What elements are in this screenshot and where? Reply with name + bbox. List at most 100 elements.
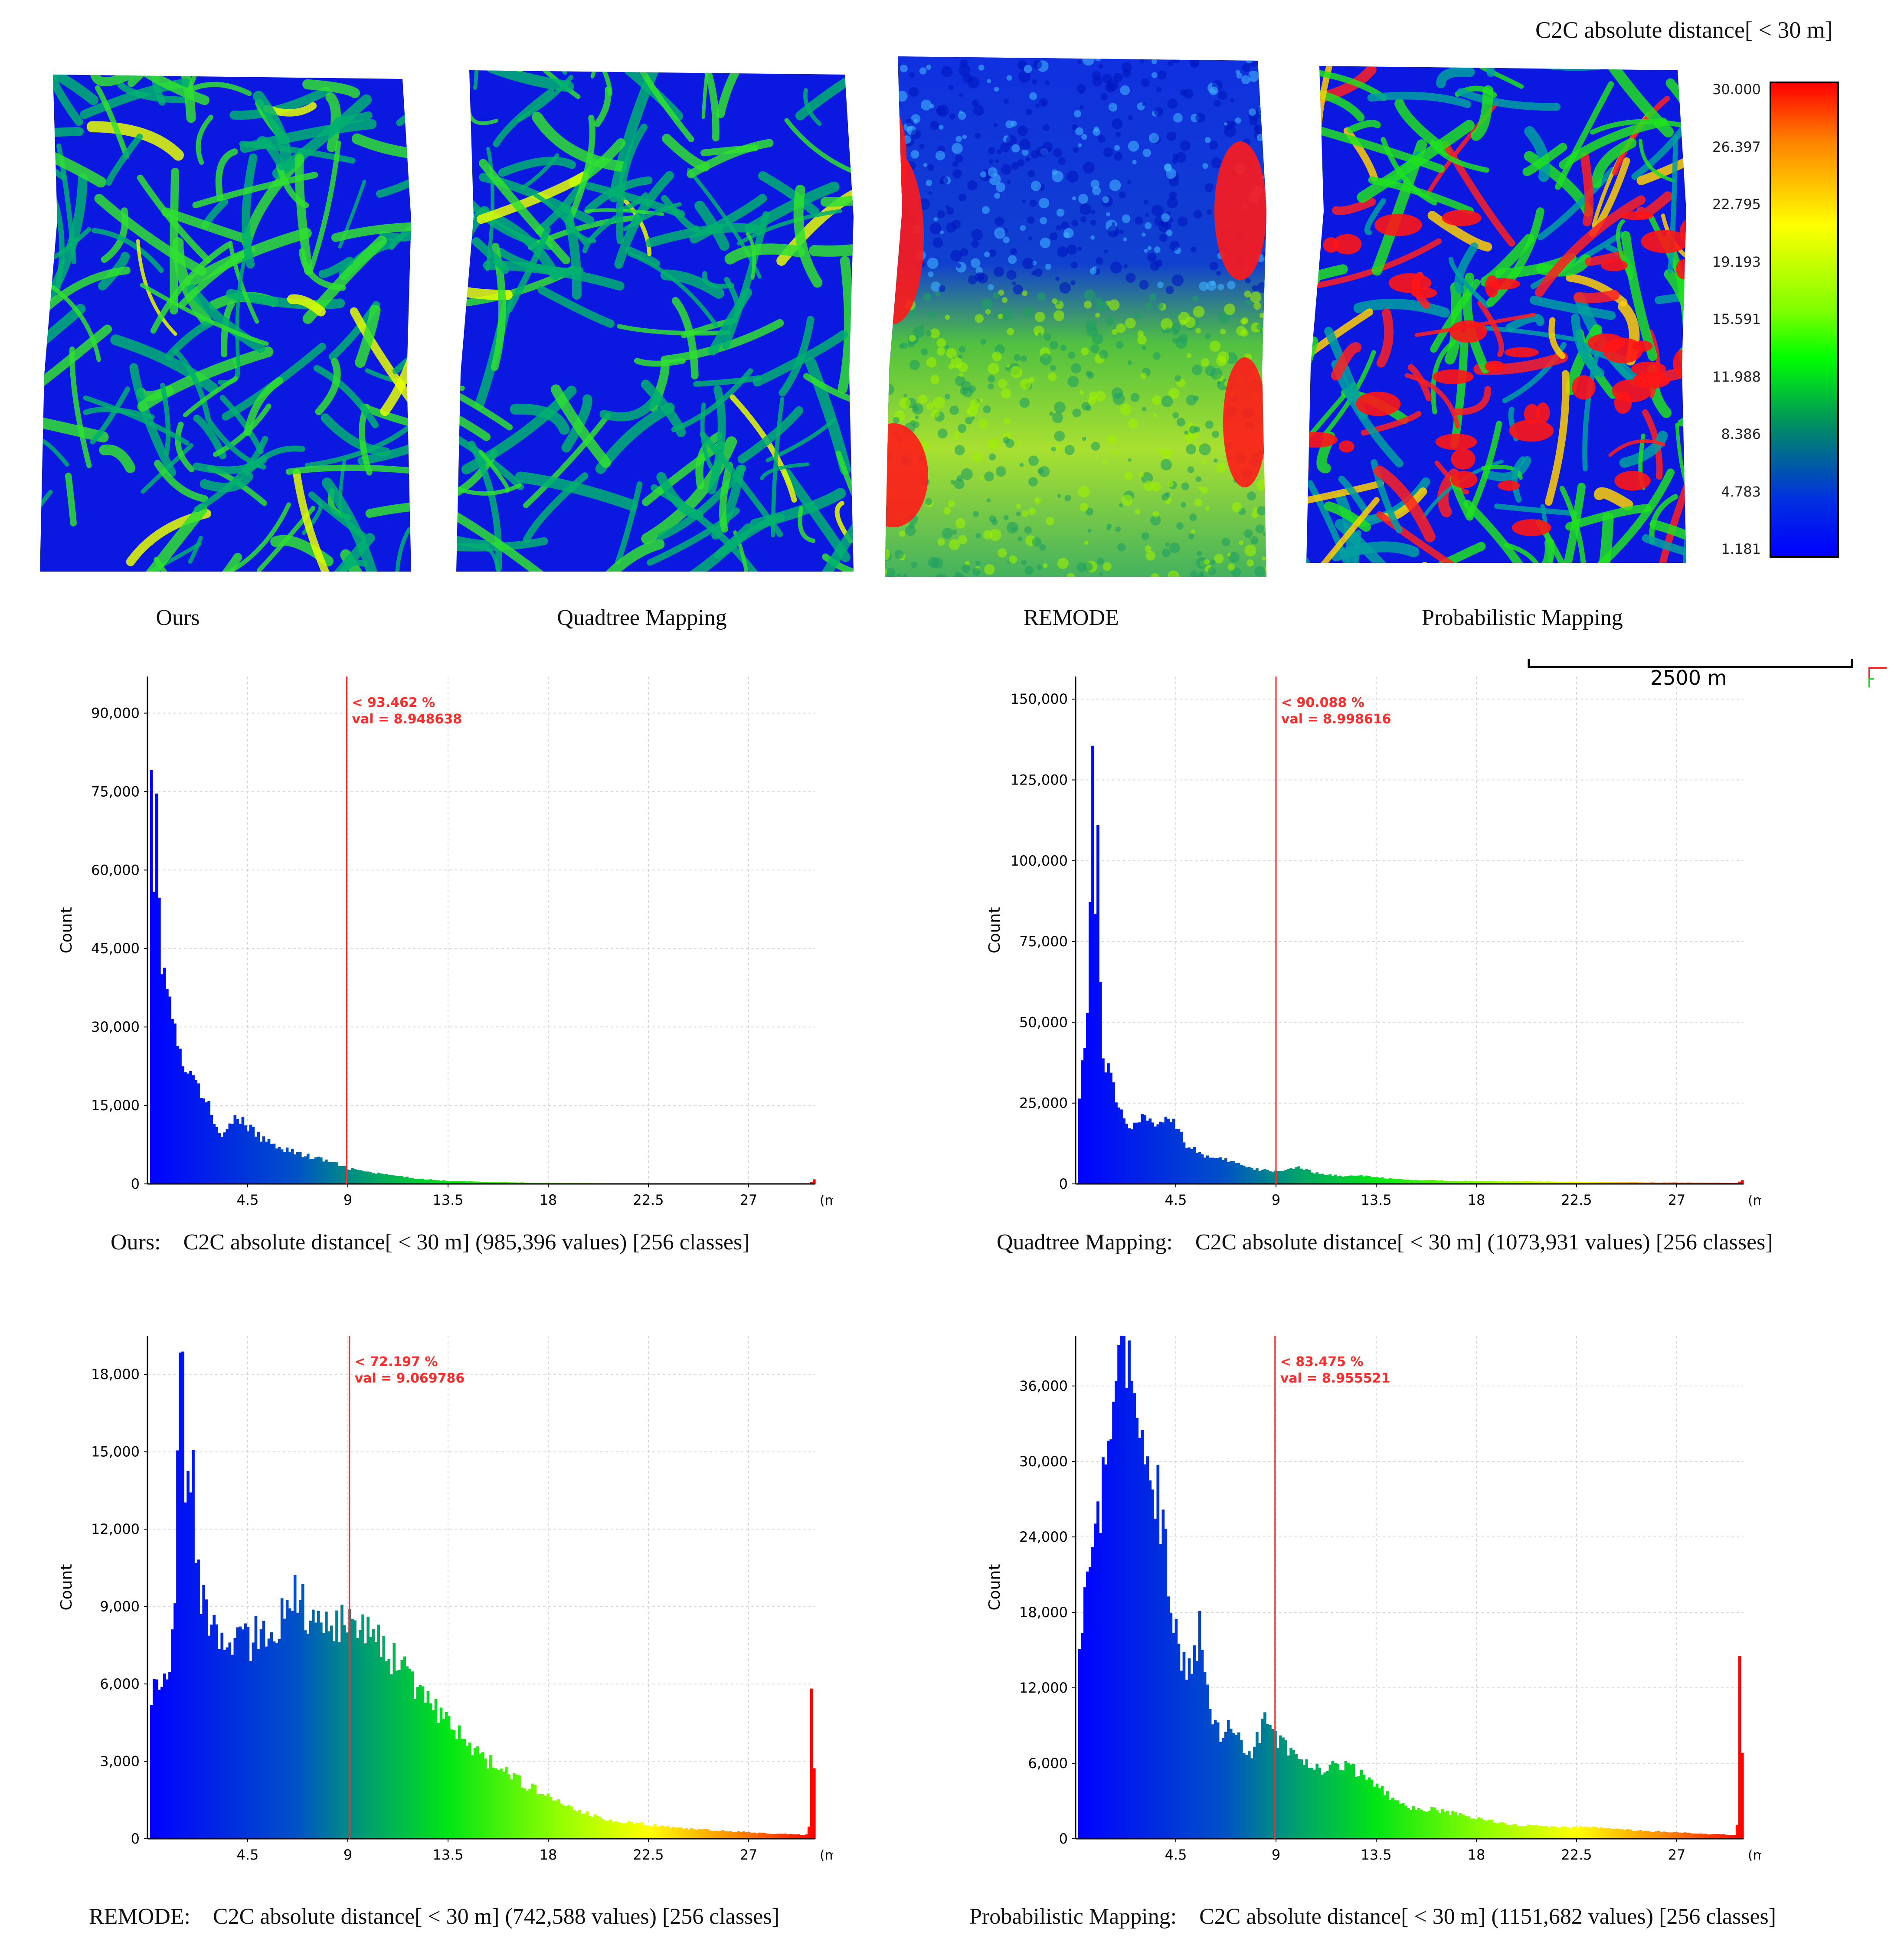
- histogram-bar: [304, 1630, 307, 1839]
- histogram-bar: [1699, 1833, 1702, 1839]
- histogram-bar: [1428, 1180, 1431, 1184]
- x-unit-label: (m): [1748, 1193, 1761, 1208]
- histogram-bar: [1221, 1738, 1225, 1839]
- histogram-bar: [1629, 1182, 1632, 1184]
- histogram-bar: [200, 1098, 203, 1184]
- histogram-bar: [327, 1631, 330, 1839]
- histogram-bar: [259, 1629, 263, 1839]
- histogram-bar: [1399, 1179, 1402, 1184]
- histogram-bar: [1644, 1182, 1648, 1184]
- histogram-bar: [1365, 1779, 1368, 1839]
- histogram-bar: [1456, 1815, 1459, 1839]
- histogram-bar: [1318, 1768, 1322, 1839]
- histogram-bar: [700, 1829, 703, 1839]
- histogram-bar: [369, 1172, 372, 1184]
- histogram-bar: [1287, 1169, 1290, 1184]
- histogram-bar: [661, 1825, 664, 1839]
- histogram-bar: [1107, 1063, 1110, 1184]
- histogram-bar: [207, 1101, 210, 1184]
- y-tick-label: 50,000: [1019, 1014, 1068, 1030]
- histogram-bar: [158, 897, 161, 1184]
- histogram-bar: [1534, 1181, 1538, 1184]
- histogram-bar: [1151, 1122, 1155, 1184]
- histogram-bar: [1331, 1176, 1335, 1184]
- histogram-bar: [724, 1831, 727, 1839]
- histogram-bar: [434, 1699, 438, 1839]
- histogram-bar: [267, 1139, 271, 1184]
- histogram-bar: [1203, 1672, 1207, 1839]
- histogram-bar: [528, 1788, 531, 1839]
- histogram-bar: [1373, 1786, 1376, 1839]
- histogram-bar: [1433, 1180, 1436, 1184]
- histogram-bar: [1378, 1788, 1381, 1839]
- x-unit-label: (m): [820, 1193, 833, 1208]
- histogram-bar: [382, 1636, 386, 1839]
- histogram-bar: [1279, 1735, 1282, 1839]
- histogram-bar: [458, 1725, 461, 1839]
- histogram-bar: [1284, 1170, 1287, 1184]
- histogram-bar: [1169, 1121, 1173, 1184]
- histogram-bar: [523, 1788, 526, 1839]
- histogram-bar: [1503, 1181, 1507, 1184]
- histogram-bar: [181, 1066, 184, 1184]
- histogram-bar: [656, 1826, 659, 1839]
- x-tick-label: 9: [1272, 1192, 1280, 1208]
- histogram-bar: [218, 1133, 221, 1184]
- histogram-bar: [1094, 1523, 1097, 1839]
- caption-text: C2C absolute distance[ < 30 m] (985,396 …: [183, 1230, 750, 1255]
- histogram-bar: [1122, 1118, 1125, 1184]
- histogram-bar: [325, 1159, 328, 1184]
- histogram-bar: [810, 1182, 813, 1184]
- histogram-bar: [786, 1834, 790, 1839]
- histogram-bar: [773, 1834, 777, 1839]
- histogram-bar: [1292, 1169, 1295, 1184]
- histogram-bar: [186, 1073, 190, 1184]
- histogram-bar: [377, 1625, 380, 1839]
- histogram-bar: [476, 1746, 479, 1839]
- histogram-bar: [1733, 1835, 1736, 1839]
- y-axis-label: Count: [58, 1564, 75, 1611]
- histogram-bar: [1636, 1831, 1639, 1839]
- histogram-bar: [797, 1834, 800, 1839]
- histogram-bar: [1621, 1182, 1624, 1184]
- histogram-bar: [1256, 1732, 1259, 1839]
- histogram-bar: [1083, 1047, 1086, 1184]
- histogram-bar: [1341, 1177, 1345, 1184]
- histogram-bar: [1208, 1157, 1212, 1184]
- histogram-bar: [1618, 1182, 1621, 1184]
- y-tick-label: 30,000: [1019, 1453, 1068, 1470]
- histogram-bar: [750, 1832, 753, 1839]
- histogram-bar: [1704, 1834, 1708, 1839]
- histogram-bar: [465, 1746, 469, 1839]
- histogram-bar: [1352, 1175, 1355, 1184]
- histogram-bar: [257, 1131, 260, 1184]
- histogram-bar: [325, 1612, 328, 1839]
- histogram-bar: [1146, 1121, 1149, 1184]
- histogram-bar: [379, 1657, 383, 1839]
- histogram-bar: [246, 1131, 250, 1184]
- histogram-bar: [356, 1170, 359, 1184]
- histogram-bar: [1441, 1809, 1444, 1839]
- histogram-bar: [1185, 1680, 1188, 1839]
- histogram-bar: [515, 1775, 518, 1839]
- histogram-bar: [1154, 1126, 1157, 1184]
- histogram-bar: [1102, 1058, 1105, 1184]
- histogram-bar: [1558, 1827, 1561, 1839]
- histogram-bar: [1655, 1182, 1658, 1184]
- histogram-bar: [1459, 1181, 1462, 1184]
- histogram-bar: [429, 1179, 432, 1184]
- histogram-bar: [1240, 1740, 1243, 1839]
- histogram-bar: [1488, 1819, 1491, 1839]
- histogram-bar: [301, 1157, 304, 1184]
- histogram-bar: [442, 1180, 445, 1184]
- histogram-bar: [1740, 1180, 1744, 1184]
- histogram-bar: [1694, 1834, 1697, 1839]
- histogram-bar: [213, 1124, 216, 1184]
- histogram-bar: [1642, 1831, 1645, 1839]
- histogram-bar: [1616, 1828, 1619, 1839]
- histogram-bar: [1631, 1182, 1634, 1184]
- histogram-bar: [1563, 1826, 1567, 1839]
- histogram-bar: [674, 1827, 677, 1839]
- histogram-bar: [1532, 1181, 1535, 1184]
- histogram-bar: [1407, 1808, 1410, 1839]
